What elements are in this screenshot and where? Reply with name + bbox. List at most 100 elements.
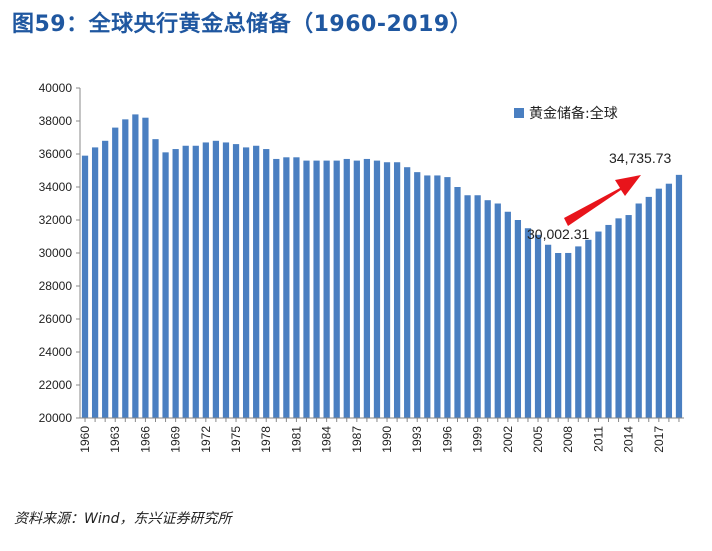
bar-1989 [373,160,381,418]
y-tick-label: 30000 [39,246,73,260]
x-tick-label: 2011 [591,426,605,452]
bar-2012 [605,224,612,418]
bar-2006 [544,244,552,418]
bar-1967 [152,139,159,418]
bar-1969 [172,149,179,419]
bar-2013 [615,218,622,418]
bar-2001 [494,203,501,418]
x-tick-label: 1999 [471,426,485,453]
bar-2009 [575,246,582,418]
bar-1980 [283,157,290,419]
bar-1975 [232,144,240,418]
bar-2010 [585,239,592,418]
bar-1976 [242,147,250,418]
y-tick-label: 32000 [39,213,73,227]
bar-1968 [162,152,169,418]
bar-2014 [625,215,632,418]
y-tick-label: 38000 [39,114,73,128]
bar-2008 [565,252,572,418]
bar-1990 [383,162,391,418]
x-tick-label: 2014 [622,426,636,453]
x-tick-label: 1984 [320,426,334,453]
legend: 黄金储备:全球 [514,105,618,122]
x-tick-label: 2002 [501,426,515,453]
y-tick-label: 28000 [39,279,73,293]
bar-1982 [303,160,310,418]
bar-1981 [293,157,300,419]
bar-1999 [474,195,481,418]
bars-group [81,114,683,419]
bar-1973 [212,140,220,419]
bar-2000 [484,200,491,418]
legend-label: 黄金储备:全球 [529,105,618,122]
x-tick-label: 2005 [531,426,545,453]
x-tick-label: 1996 [440,426,454,453]
x-tick-label: 1978 [259,426,273,453]
bar-1963 [112,127,119,418]
figure-title: 图59：全球央行黄金总储备（1960-2019） [12,12,473,37]
bar-2019 [675,174,683,418]
bar-1961 [91,147,99,418]
bar-1977 [253,145,260,418]
bar-1984 [323,160,330,418]
bar-2018 [665,183,673,418]
bar-2015 [635,203,642,418]
bar-2016 [645,196,652,418]
bar-2003 [514,220,522,418]
annotation-latest: 34,735.73 [609,150,671,166]
bar-1964 [122,119,129,418]
bar-1960 [81,155,89,418]
x-tick-label: 1987 [350,426,364,453]
bar-1972 [202,142,209,418]
x-tick-label: 1963 [108,426,122,453]
legend-swatch [514,108,524,118]
bar-2007 [555,253,562,418]
bar-1998 [464,195,471,418]
bar-1970 [182,145,189,418]
bar-2004 [524,228,532,418]
bar-1962 [102,140,109,419]
annotation-min: 30,002.31 [527,226,589,242]
bar-1983 [313,160,320,418]
bar-2011 [595,231,602,418]
y-axis: 20000 22000 24000 26000 28000 30000 32000 34000… [39,81,81,425]
bar-1986 [343,158,350,418]
x-tick-label: 2017 [652,426,666,453]
y-tick-label: 34000 [39,180,73,194]
x-tick-label: 2008 [561,426,575,453]
bar-1988 [363,158,371,418]
source-note: 资料来源：Wind，东兴证券研究所 [14,511,232,527]
x-tick-label: 1990 [380,426,394,453]
annotations: 30,002.31 34,735.73 [527,150,671,242]
x-tick-label: 1969 [169,426,183,453]
bar-1993 [414,172,421,418]
bar-2017 [655,188,662,418]
x-tick-label: 1972 [199,426,213,453]
bar-1965 [132,114,139,419]
y-tick-label: 36000 [39,147,73,161]
x-tick-label: 1966 [138,426,152,453]
x-axis: 1960 1963 1966 1969 1972 1975 1978 1981 1984 1987… [78,417,684,453]
y-tick-label: 24000 [39,345,73,359]
bar-1987 [353,160,360,418]
y-tick-label: 26000 [39,312,73,326]
bar-1997 [454,187,461,418]
x-tick-label: 1981 [289,426,303,453]
bar-2002 [504,211,511,418]
trend-arrow [564,175,641,226]
y-tick-label: 40000 [39,81,73,95]
bar-1966 [142,117,149,418]
bar-2005 [534,234,542,418]
bar-1979 [273,158,280,418]
bar-1985 [333,160,340,418]
x-tick-label: 1993 [410,426,424,453]
bar-1992 [404,167,411,418]
bar-1978 [263,149,270,419]
bar-1995 [434,175,441,418]
x-tick-label: 1975 [229,426,243,453]
bar-1991 [393,162,401,418]
bar-chart: 20000 22000 24000 26000 28000 30000 32000 34000… [39,81,684,453]
bar-1974 [222,142,230,418]
bar-1994 [424,175,431,418]
bar-1996 [444,177,451,418]
